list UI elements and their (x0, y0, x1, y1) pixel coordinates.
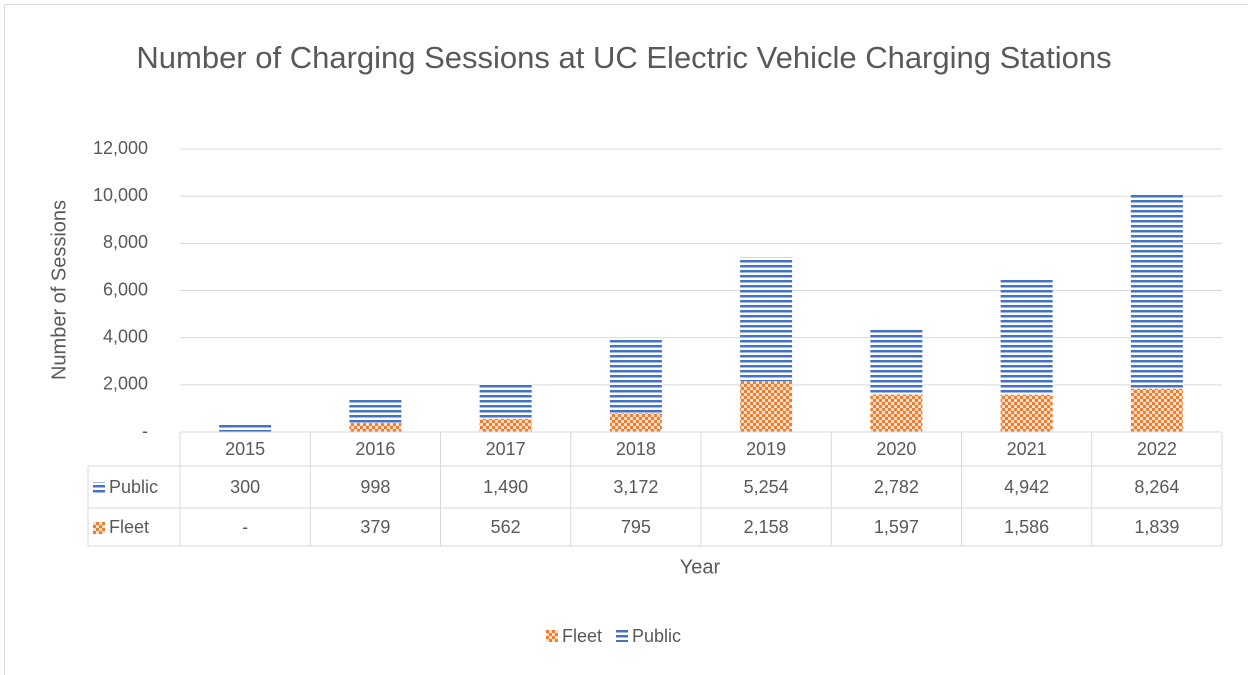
bar-segment (349, 399, 402, 424)
legend-label: Public (632, 626, 681, 646)
bar-segment (1130, 388, 1183, 432)
bar-segment (349, 423, 402, 432)
data-label: 998 (360, 477, 390, 497)
y-tick-label: 8,000 (103, 232, 148, 252)
data-label: 8,264 (1134, 477, 1179, 497)
y-tick-label: - (142, 421, 148, 441)
chart-title: Number of Charging Sessions at UC Electr… (136, 40, 1112, 75)
y-tick-label: 4,000 (103, 326, 148, 346)
data-label: 300 (230, 477, 260, 497)
x-tick-label: 2019 (746, 439, 786, 459)
x-tick-label: 2017 (486, 439, 526, 459)
legend-key (546, 630, 558, 642)
bar-segment (870, 328, 923, 395)
bar-segment (479, 418, 532, 432)
y-tick-label: 10,000 (93, 185, 148, 205)
bar-segment (1000, 394, 1053, 432)
legend-key (616, 630, 629, 642)
data-label: 1,597 (874, 517, 919, 537)
legend-key (93, 522, 105, 534)
x-tick-label: 2022 (1137, 439, 1177, 459)
bar-segment (609, 413, 662, 432)
bar-segment (609, 338, 662, 414)
bar-segment (1000, 278, 1053, 395)
data-label: 379 (360, 517, 390, 537)
y-tick-label: 12,000 (93, 138, 148, 158)
data-label: 5,254 (744, 477, 789, 497)
bar-segment (870, 394, 923, 432)
legend-label: Fleet (562, 626, 602, 646)
y-tick-label: 6,000 (103, 279, 148, 299)
table-row-label: Public (109, 477, 158, 497)
chart-frame (4, 4, 1248, 675)
data-label: 562 (491, 517, 521, 537)
data-label: 795 (621, 517, 651, 537)
x-tick-label: 2015 (225, 439, 265, 459)
data-label: 2,782 (874, 477, 919, 497)
y-tick-label: 2,000 (103, 374, 148, 394)
bar-segment (740, 381, 793, 432)
bar-segment (479, 383, 532, 419)
bar-segment (740, 257, 793, 382)
y-axis-label: Number of Sessions (48, 200, 70, 380)
data-label: 3,172 (613, 477, 658, 497)
table-row-label: Fleet (109, 517, 149, 537)
x-axis-label: Year (680, 556, 721, 578)
data-label: 2,158 (744, 517, 789, 537)
data-label: 1,586 (1004, 517, 1049, 537)
bar-segment (219, 424, 272, 432)
x-tick-label: 2016 (355, 439, 395, 459)
data-label: 1,839 (1134, 517, 1179, 537)
legend-key (93, 482, 105, 494)
x-tick-label: 2021 (1007, 439, 1047, 459)
x-tick-label: 2020 (876, 439, 916, 459)
data-label: 4,942 (1004, 477, 1049, 497)
data-label: 1,490 (483, 477, 528, 497)
x-tick-label: 2018 (616, 439, 656, 459)
data-label: - (242, 517, 248, 537)
bar-segment (1130, 193, 1183, 389)
